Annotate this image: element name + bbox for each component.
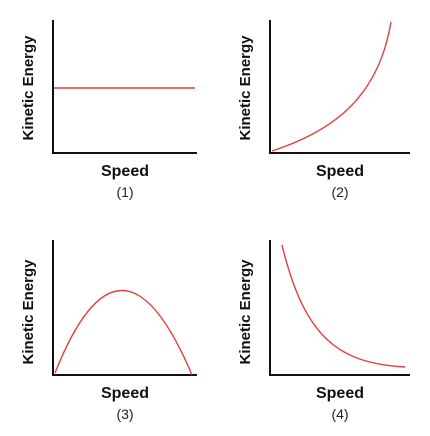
y-axis-label: Kinetic Energy — [237, 259, 254, 365]
y-axis-label: Kinetic Energy — [20, 259, 37, 365]
x-axis-label: Speed — [316, 385, 364, 402]
axes — [52, 240, 197, 376]
caption: (2) — [331, 184, 348, 200]
axes — [269, 240, 410, 376]
y-axis-label: Kinetic Energy — [237, 35, 254, 141]
caption: (4) — [331, 406, 348, 422]
axes — [52, 20, 197, 154]
curve — [281, 244, 406, 368]
y-axis-label: Kinetic Energy — [20, 35, 37, 141]
curve — [54, 290, 193, 376]
x-axis-label: Speed — [101, 385, 149, 402]
caption: (1) — [116, 184, 133, 200]
caption: (3) — [116, 406, 133, 422]
x-axis-label: Speed — [101, 163, 149, 180]
axes — [269, 20, 410, 154]
curve — [271, 21, 392, 152]
x-axis-label: Speed — [316, 163, 364, 180]
